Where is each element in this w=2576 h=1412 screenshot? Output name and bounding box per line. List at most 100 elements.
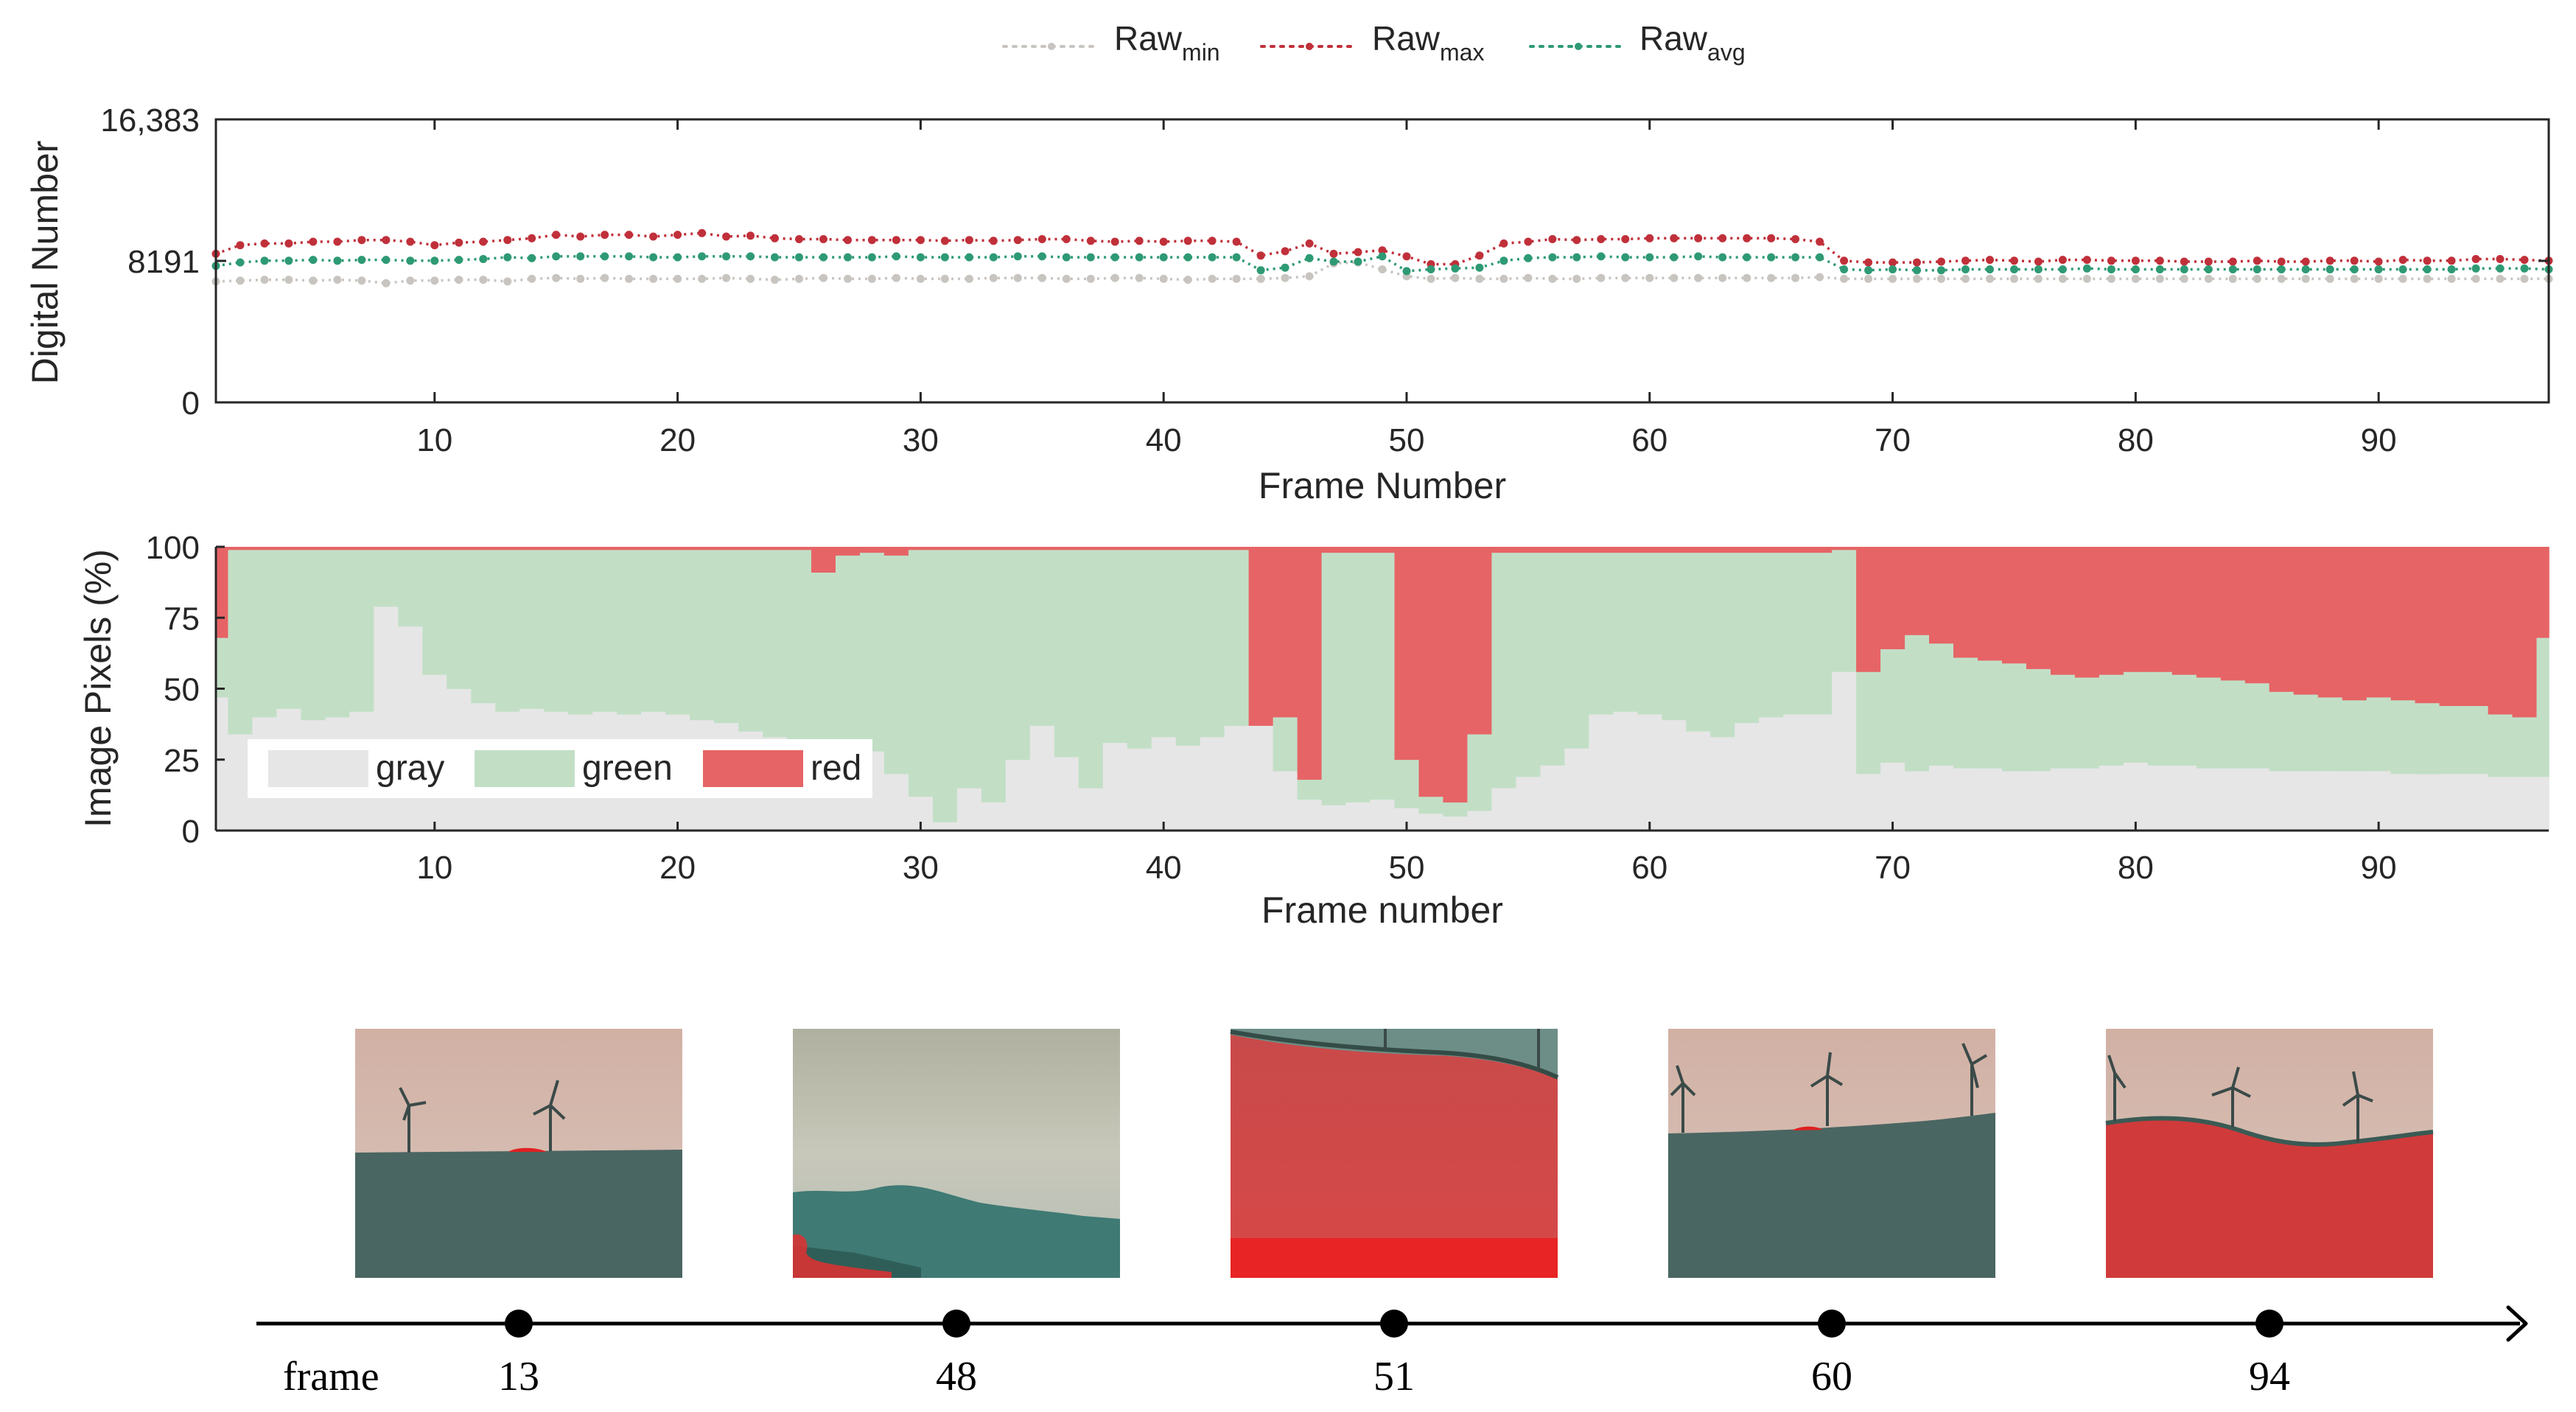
point-raw-max — [2034, 257, 2043, 266]
stack-segment-gray — [2366, 771, 2392, 831]
stack-segment-gray — [2002, 771, 2027, 831]
chart2-x-tick-label: 50 — [1389, 850, 1425, 886]
stack-segment-green — [1686, 552, 1711, 732]
point-raw-max — [1913, 258, 1921, 267]
stack-segment-gray — [1200, 737, 1225, 831]
point-raw-max — [1767, 234, 1776, 242]
chart1-axes-box — [214, 118, 2550, 404]
point-raw-max — [1232, 237, 1241, 246]
stack-segment-red — [1832, 547, 1857, 551]
point-raw-min — [698, 274, 707, 283]
point-raw-min — [965, 274, 973, 283]
chart1-x-label: Frame Number — [1259, 465, 1506, 506]
chart1-y-label: Digital Number — [24, 141, 66, 385]
point-raw-min — [528, 274, 536, 283]
timeline-arrow-icon — [2506, 1305, 2528, 1342]
point-raw-max — [1475, 251, 1484, 260]
chart2-x-tick-label: 30 — [903, 850, 939, 886]
timeline-frame-94: 94 — [2249, 1354, 2290, 1399]
stack-segment-gray — [2512, 776, 2538, 831]
chart2-x-tick-label: 10 — [416, 850, 452, 886]
stack-segment-red — [1516, 547, 1541, 553]
point-raw-avg — [2423, 265, 2432, 273]
stack-segment-gray — [1443, 816, 1469, 831]
point-raw-min — [625, 274, 634, 283]
point-raw-avg — [1913, 266, 1921, 275]
point-raw-max — [1281, 247, 1289, 256]
point-raw-avg — [1889, 265, 1897, 273]
point-raw-max — [1548, 235, 1557, 243]
stack-segment-green — [714, 549, 739, 724]
point-raw-min — [673, 274, 682, 283]
stack-segment-red — [2293, 547, 2319, 695]
stack-segment-gray — [1127, 748, 1152, 831]
stack-segment-gray — [1345, 802, 1371, 831]
stack-segment-red — [1978, 547, 2003, 661]
point-raw-max — [1305, 239, 1314, 248]
point-raw-max — [552, 231, 561, 240]
point-raw-max — [479, 237, 488, 246]
chart1-x-tick-label: 30 — [903, 422, 939, 458]
point-raw-max — [1889, 258, 1897, 267]
timeline-frame-51: 51 — [1373, 1354, 1415, 1399]
point-raw-max — [1086, 237, 1095, 245]
stack-segment-gray — [1929, 765, 1954, 831]
point-raw-avg — [333, 256, 342, 265]
stack-segment-red — [471, 547, 497, 551]
point-raw-max — [2350, 256, 2359, 265]
point-raw-max — [430, 241, 439, 250]
stack-segment-gray — [1564, 748, 1590, 831]
stack-segment-red — [592, 547, 617, 551]
legend-gray-swatch — [268, 750, 368, 787]
point-raw-avg — [2520, 264, 2529, 273]
stack-segment-green — [1832, 549, 1857, 672]
timeline-marker-60: 60 — [1811, 1310, 1852, 1399]
point-raw-avg — [1864, 266, 1873, 275]
point-raw-max — [649, 232, 658, 241]
legend-raw-max-sub: max — [1440, 39, 1484, 66]
point-raw-avg — [1718, 253, 1727, 262]
chart2-y-tick-label: 0 — [182, 814, 200, 850]
point-raw-max — [1670, 234, 1679, 242]
stack-segment-red — [2099, 547, 2124, 675]
stack-segment-gray — [1467, 811, 1493, 831]
point-raw-max — [2082, 256, 2091, 265]
point-raw-min — [1645, 273, 1654, 282]
top-legend: Rawmin Rawmax Rawavg — [1002, 19, 1746, 66]
chart2-x-ticks: 10 20 30 40 50 60 70 80 90 — [416, 822, 2397, 886]
pixel-stack-group — [216, 547, 2549, 831]
point-raw-min — [1889, 274, 1897, 283]
stack-segment-gray — [1224, 725, 1250, 831]
stack-segment-gray — [1102, 742, 1128, 831]
legend-item-raw-avg: Rawavg — [1529, 19, 1746, 66]
stack-segment-green — [2342, 699, 2367, 772]
stack-segment-red — [2196, 547, 2222, 678]
stack-segment-green — [1807, 552, 1833, 715]
stack-segment-red — [1321, 547, 1347, 553]
stack-segment-gray — [1078, 788, 1104, 831]
stack-segment-green — [2050, 674, 2076, 769]
point-raw-min — [819, 273, 827, 282]
point-raw-max — [867, 236, 876, 245]
stack-segment-gray — [1151, 737, 1177, 831]
point-raw-avg — [309, 256, 318, 265]
point-raw-avg — [1354, 257, 1362, 266]
point-raw-avg — [2034, 265, 2043, 273]
pixel-legend: gray green red — [248, 739, 872, 798]
point-raw-min — [1791, 273, 1800, 282]
point-raw-max — [965, 236, 973, 245]
point-raw-min — [2082, 274, 2091, 283]
stack-segment-red — [1370, 547, 1396, 553]
stack-segment-red — [2123, 547, 2149, 672]
stack-segment-gray — [1662, 719, 1687, 831]
point-raw-min — [2180, 274, 2188, 283]
point-raw-max — [1621, 235, 1630, 243]
stack-segment-red — [836, 547, 861, 556]
point-raw-avg — [2374, 265, 2383, 273]
point-raw-min — [260, 276, 269, 284]
point-raw-avg — [1086, 253, 1095, 262]
stack-segment-green — [1929, 643, 1954, 766]
chart1-x-tick-label: 80 — [2118, 422, 2154, 458]
stack-segment-gray — [2415, 774, 2440, 831]
point-raw-avg — [2350, 265, 2359, 273]
